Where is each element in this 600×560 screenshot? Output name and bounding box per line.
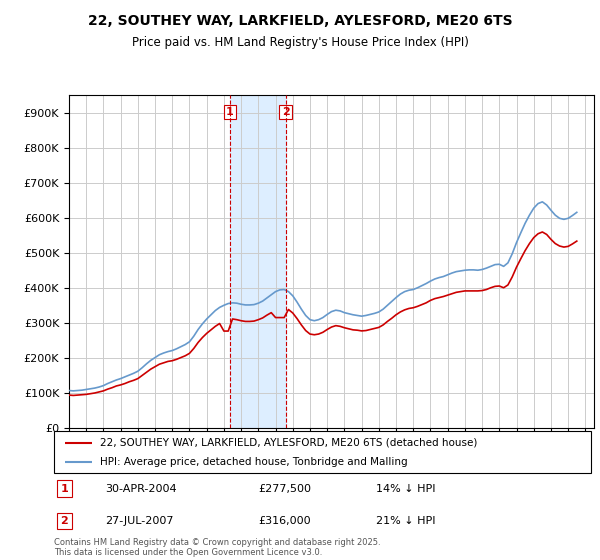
Text: 30-APR-2004: 30-APR-2004: [105, 483, 176, 493]
Text: HPI: Average price, detached house, Tonbridge and Malling: HPI: Average price, detached house, Tonb…: [100, 457, 407, 467]
Text: Contains HM Land Registry data © Crown copyright and database right 2025.
This d: Contains HM Land Registry data © Crown c…: [54, 538, 380, 557]
Text: 1: 1: [226, 107, 233, 117]
Text: 1: 1: [61, 483, 68, 493]
Text: Price paid vs. HM Land Registry's House Price Index (HPI): Price paid vs. HM Land Registry's House …: [131, 36, 469, 49]
FancyBboxPatch shape: [54, 431, 591, 473]
Text: £277,500: £277,500: [258, 483, 311, 493]
Text: 27-JUL-2007: 27-JUL-2007: [105, 516, 173, 526]
Text: 2: 2: [281, 107, 289, 117]
Text: 2: 2: [61, 516, 68, 526]
Bar: [230, 95, 286, 428]
Text: 14% ↓ HPI: 14% ↓ HPI: [376, 483, 436, 493]
Text: 22, SOUTHEY WAY, LARKFIELD, AYLESFORD, ME20 6TS (detached house): 22, SOUTHEY WAY, LARKFIELD, AYLESFORD, M…: [100, 437, 477, 447]
Text: 22, SOUTHEY WAY, LARKFIELD, AYLESFORD, ME20 6TS: 22, SOUTHEY WAY, LARKFIELD, AYLESFORD, M…: [88, 14, 512, 28]
Text: 21% ↓ HPI: 21% ↓ HPI: [376, 516, 436, 526]
Text: £316,000: £316,000: [258, 516, 311, 526]
